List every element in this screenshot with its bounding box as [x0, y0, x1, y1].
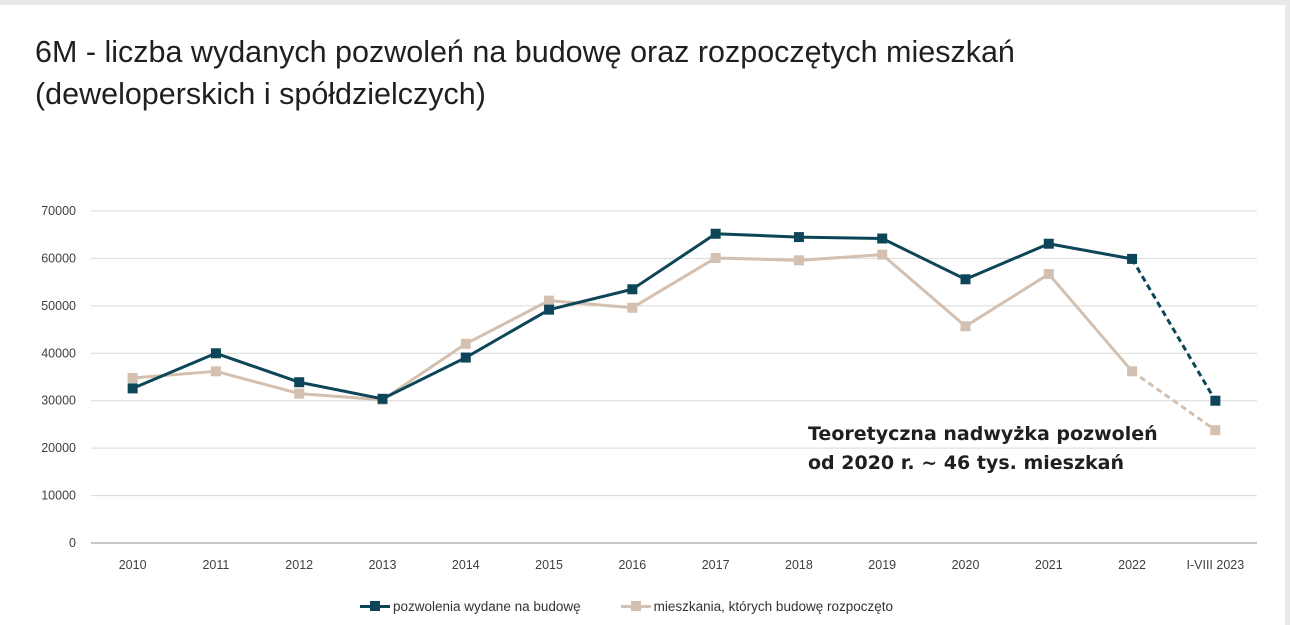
y-tick-label-60000: 60000 — [41, 251, 76, 265]
series-1-marker-6 — [627, 302, 638, 313]
series-1-marker-12 — [1127, 366, 1138, 377]
y-tick-label-0: 0 — [69, 536, 76, 550]
x-tick-label-5: 2015 — [535, 558, 563, 572]
series-1-marker-1 — [210, 366, 221, 377]
x-tick-label-8: 2018 — [785, 558, 813, 572]
series-1-marker-4 — [460, 338, 471, 349]
y-tick-label-70000: 70000 — [41, 204, 76, 218]
series-1-marker-5 — [544, 295, 555, 306]
x-tick-label-6: 2016 — [618, 558, 646, 572]
legend-marker-permits — [370, 601, 380, 611]
series-1-marker-0 — [127, 372, 138, 383]
x-tick-label-11: 2021 — [1035, 558, 1063, 572]
legend-item-starts: mieszkania, których budowę rozpoczęto — [620, 598, 894, 614]
series-0-marker-8 — [793, 232, 804, 243]
chart-title-line-1: 6M - liczba wydanych pozwoleń na budowę … — [35, 35, 1015, 69]
series-0-marker-0 — [127, 383, 138, 394]
x-tick-label-10: 2020 — [952, 558, 980, 572]
series-0-marker-7 — [710, 228, 721, 239]
y-tick-label-20000: 20000 — [41, 441, 76, 455]
x-tick-label-0: 2010 — [119, 558, 147, 572]
series-forecast-segment-0 — [1130, 258, 1217, 402]
series-0-marker-6 — [627, 284, 638, 295]
x-tick-label-7: 2017 — [702, 558, 730, 572]
series-0-marker-12 — [1127, 253, 1138, 264]
x-tick-label-13: I-VIII 2023 — [1187, 558, 1245, 572]
series-1-marker-2 — [294, 388, 305, 399]
surplus-annotation: Teoretyczna nadwyżka pozwoleń od 2020 r.… — [808, 420, 1158, 478]
legend-swatch-permits — [360, 599, 390, 613]
x-tick-label-3: 2013 — [369, 558, 397, 572]
chart-title-line-2: (deweloperskich i spółdzielczych) — [35, 77, 486, 111]
y-tick-label-10000: 10000 — [41, 489, 76, 503]
y-tick-label-40000: 40000 — [41, 346, 76, 360]
series-1-marker-10 — [960, 321, 971, 332]
series-forecast-segment-1 — [1131, 370, 1217, 432]
series-0-marker-5 — [544, 304, 555, 315]
x-tick-label-1: 2011 — [202, 558, 229, 572]
series-0-marker-9 — [877, 233, 888, 244]
y-tick-label-50000: 50000 — [41, 299, 76, 313]
legend-item-permits: pozwolenia wydane na budowę — [360, 599, 581, 614]
x-tick-label-4: 2014 — [452, 558, 480, 572]
legend-label-starts: mieszkania, których budowę rozpoczęto — [653, 598, 894, 614]
series-0-marker-1 — [210, 348, 221, 359]
series-1-marker-13 — [1210, 425, 1221, 436]
annotation-line-2: od 2020 r. ~ 46 tys. mieszkań — [808, 452, 1125, 474]
series-0-marker-11 — [1043, 238, 1054, 249]
legend-marker-starts — [630, 601, 641, 611]
annotation-line-1: Teoretyczna nadwyżka pozwoleń — [808, 423, 1158, 445]
series-1-marker-8 — [793, 255, 804, 266]
legend-swatch-starts — [620, 599, 651, 613]
series-1-marker-7 — [710, 252, 721, 263]
series-1-marker-11 — [1043, 269, 1054, 280]
series-0-marker-10 — [960, 274, 971, 285]
series-0-marker-4 — [460, 352, 471, 363]
y-tick-label-30000: 30000 — [41, 394, 76, 408]
series-0-marker-13 — [1210, 395, 1221, 406]
chart-title: 6M - liczba wydanych pozwoleń na budowę … — [35, 31, 1235, 115]
x-tick-label-12: 2022 — [1118, 558, 1146, 572]
x-tick-label-9: 2019 — [868, 558, 896, 572]
series-1-marker-9 — [877, 249, 888, 260]
chart-legend: pozwolenia wydane na budowę mieszkania, … — [360, 595, 933, 617]
chart-panel — [0, 5, 1285, 625]
series-0-marker-3 — [377, 393, 388, 404]
series-0-marker-2 — [294, 377, 305, 388]
legend-label-permits: pozwolenia wydane na budowę — [393, 598, 581, 614]
x-tick-label-2: 2012 — [285, 558, 313, 572]
